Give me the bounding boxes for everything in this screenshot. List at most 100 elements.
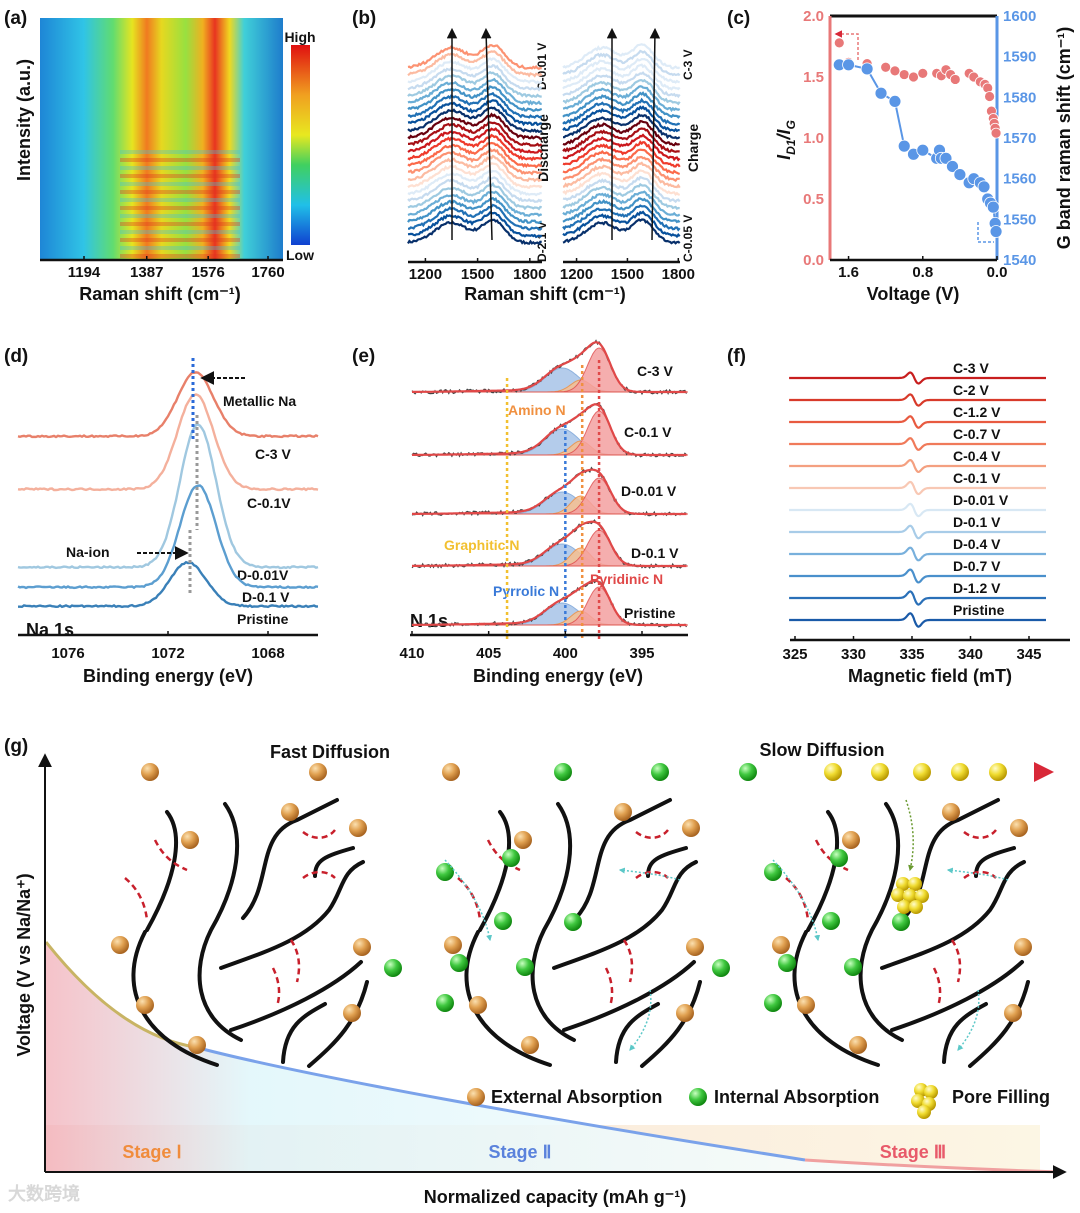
xps-trace xyxy=(18,560,319,609)
core-level-label: Na 1s xyxy=(26,620,74,640)
stage-1-label: Stage Ⅰ xyxy=(122,1142,181,1162)
raman-trace xyxy=(407,176,543,203)
external-absorption-ball xyxy=(614,803,632,821)
raman-trace xyxy=(562,197,681,224)
trace-label: D-0.1 V xyxy=(631,545,679,561)
id-ig-point xyxy=(889,65,901,77)
pore-filling-ball xyxy=(871,763,889,781)
raman-trace xyxy=(407,127,543,154)
panel-label: (e) xyxy=(352,346,375,367)
raman-trace xyxy=(407,133,543,162)
panel-label: (f) xyxy=(727,346,746,367)
x-tick-label: 1200 xyxy=(409,266,442,283)
raman-trace xyxy=(408,203,543,231)
pore-filling-ball xyxy=(913,763,931,781)
x-tick-label: 1200 xyxy=(560,266,593,283)
raman-trace xyxy=(408,120,543,147)
raman-trace xyxy=(562,78,681,106)
heatmap-band xyxy=(120,222,240,226)
core-level-label: N 1s xyxy=(410,611,448,631)
start-voltage-label: D-2.1 V xyxy=(535,221,549,262)
x-axis-title: Raman shift (cm⁻¹) xyxy=(464,284,626,304)
label-part: /I xyxy=(774,128,794,140)
x-tick-label: 1800 xyxy=(662,266,695,283)
watermark: 大数跨境 xyxy=(8,1183,80,1204)
pore-filling-ball xyxy=(915,889,929,903)
pore-filling-arrow xyxy=(905,799,914,872)
external-absorption-ball xyxy=(469,996,487,1014)
y-tick-label-left: 0.5 xyxy=(803,191,824,208)
pore-filling-ball xyxy=(909,900,923,914)
raman-trace xyxy=(562,127,680,153)
epr-trace xyxy=(789,393,1046,407)
internal-absorption-ball xyxy=(564,913,582,931)
diffusion-path xyxy=(444,859,493,942)
diffusion-path xyxy=(772,859,821,942)
carbon-cluster-stage-2 xyxy=(456,798,702,1068)
g-band-point xyxy=(989,225,1003,238)
end-voltage-label: C-3 V xyxy=(681,49,695,80)
external-absorption-ball xyxy=(514,831,532,849)
x-tick-label: 330 xyxy=(841,646,866,663)
internal-absorption-ball xyxy=(516,958,534,976)
raman-trace xyxy=(407,190,542,218)
x-axis-title: Binding energy (eV) xyxy=(473,666,643,686)
x-tick-label: 1068 xyxy=(251,645,284,662)
raman-trace xyxy=(407,77,542,106)
raman-trace xyxy=(407,112,542,140)
raman-trace xyxy=(562,49,681,77)
x-tick-label: 340 xyxy=(958,646,983,663)
raman-trace xyxy=(407,211,543,239)
x-tick-label: 1500 xyxy=(461,266,494,283)
internal-absorption-ball xyxy=(764,863,782,881)
raman-trace xyxy=(562,175,681,204)
trace-label: C-1.2 V xyxy=(953,404,1001,420)
epr-trace xyxy=(789,568,1046,584)
epr-trace xyxy=(789,371,1046,385)
raman-trace xyxy=(562,63,681,91)
panel-f: (f) Magnetic field (mT) xyxy=(727,346,1012,686)
graphitic-n-label: Graphitic N xyxy=(444,537,519,553)
peak-shift-arrow xyxy=(480,27,493,241)
external-absorption-ball xyxy=(444,936,462,954)
heatmap xyxy=(40,18,283,260)
trace-label: C-3 V xyxy=(637,363,673,379)
panel-g: (g) Fast Diffusion Slow Diffusion Voltag… xyxy=(4,736,1067,1207)
y-tick-label-right: 1580 xyxy=(1003,89,1036,106)
epr-trace xyxy=(789,502,1046,518)
x-tick-label: 345 xyxy=(1016,646,1041,663)
fast-diffusion-label: Fast Diffusion xyxy=(270,742,390,762)
raman-trace xyxy=(407,154,542,183)
colorbar-low-label: Low xyxy=(286,247,314,263)
heatmap-band xyxy=(120,254,240,258)
raman-trace xyxy=(407,57,543,85)
internal-absorption-ball xyxy=(502,849,520,867)
trace-label: C-3 V xyxy=(953,360,989,376)
x-tick-label: 0.8 xyxy=(912,264,933,281)
g-band-point xyxy=(888,95,902,108)
y-tick-label-right: 1600 xyxy=(1003,8,1036,25)
xps-trace xyxy=(17,423,319,570)
trace-label: C-0.1 V xyxy=(624,424,672,440)
raman-trace xyxy=(407,63,543,92)
pore-filling-ball xyxy=(903,889,917,903)
x-tick-label: 1760 xyxy=(251,264,284,281)
g-band-point xyxy=(953,168,967,182)
panel-e: (e) Binding energy (eV) N 1s Graphitic N… xyxy=(352,346,663,686)
left-axis-indicator xyxy=(834,30,859,60)
raman-trace xyxy=(407,196,542,225)
external-absorption-ball xyxy=(349,819,367,837)
x-tick-label: 1387 xyxy=(130,264,163,281)
trace-label: Pristine xyxy=(237,611,289,627)
trace-label: D-1.2 V xyxy=(953,580,1001,596)
panel-c: (c) Voltage (V) ID1/IG G band raman shif… xyxy=(727,8,1074,304)
g-band-point xyxy=(986,200,1000,214)
x-tick-label: 1500 xyxy=(611,266,644,283)
label-subscript: D1 xyxy=(784,139,798,155)
raman-trace xyxy=(407,168,542,197)
heatmap-band xyxy=(120,150,240,154)
metallic-na-label: Metallic Na xyxy=(223,393,296,409)
stage-3-label: Stage Ⅲ xyxy=(880,1142,946,1162)
pyridinic-n-label: Pyridinic N xyxy=(590,571,663,587)
